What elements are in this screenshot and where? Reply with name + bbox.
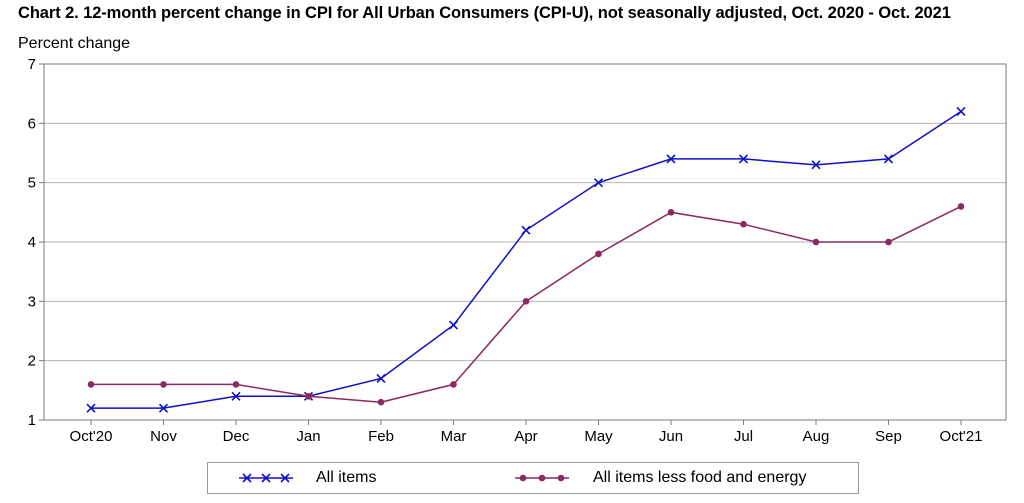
data-point-all-items [521, 225, 531, 235]
data-point-all-items [158, 403, 169, 413]
y-tick-label: 4 [28, 234, 36, 251]
legend-label-all-items: All items [316, 469, 377, 486]
chart-title: Chart 2. 12-month percent change in CPI … [18, 4, 951, 22]
y-tick-label: 7 [28, 56, 36, 73]
data-point-all-items [231, 391, 241, 401]
legend-label-core: All items less food and energy [593, 469, 807, 486]
x-tick-label: Nov [150, 428, 177, 445]
x-tick-label: Jul [734, 428, 753, 445]
legend [207, 462, 859, 494]
data-point-all-items [811, 160, 821, 170]
y-tick-label: 2 [28, 353, 36, 370]
data-point-core [740, 220, 747, 228]
x-tick-label: Jan [296, 428, 320, 445]
x-tick-label: Feb [368, 428, 394, 445]
x-tick-label: Apr [514, 428, 537, 445]
data-point-core [667, 209, 675, 216]
data-point-core [160, 381, 167, 388]
data-point-core [812, 238, 820, 246]
x-tick-label: Jun [659, 428, 683, 445]
y-tick-label: 1 [28, 412, 36, 429]
legend-swatch-all-items [239, 473, 293, 483]
data-point-all-items [593, 178, 604, 188]
x-tick-label: Dec [223, 428, 250, 445]
x-tick-label: May [584, 428, 613, 445]
data-point-all-items [86, 403, 96, 413]
data-point-core [87, 381, 95, 388]
data-point-all-items [376, 373, 386, 384]
x-tick-label: Aug [803, 428, 830, 445]
y-axis-label: Percent change [18, 35, 131, 52]
data-point-all-items [956, 106, 966, 117]
data-point-core [377, 398, 385, 406]
data-point-core [450, 381, 457, 388]
y-tick-label: 6 [28, 115, 36, 132]
data-point-all-items [666, 154, 676, 164]
x-tick-label: Oct'21 [940, 428, 983, 445]
data-point-core [885, 238, 892, 246]
y-tick-label: 5 [28, 175, 36, 192]
data-point-all-items [883, 154, 894, 164]
y-tick-label: 3 [28, 293, 36, 310]
x-tick-label: Mar [441, 428, 467, 445]
data-point-core [957, 203, 965, 210]
series-line-0 [91, 110, 962, 409]
x-tick-label: Sep [875, 428, 902, 445]
data-point-core [595, 250, 602, 258]
data-point-core [522, 298, 530, 305]
data-point-all-items [738, 154, 749, 164]
data-point-core [232, 381, 240, 388]
legend-swatch-core [515, 474, 569, 482]
data-point-all-items [448, 320, 459, 330]
data-point-core [305, 392, 312, 400]
x-tick-label: Oct'20 [70, 428, 113, 445]
